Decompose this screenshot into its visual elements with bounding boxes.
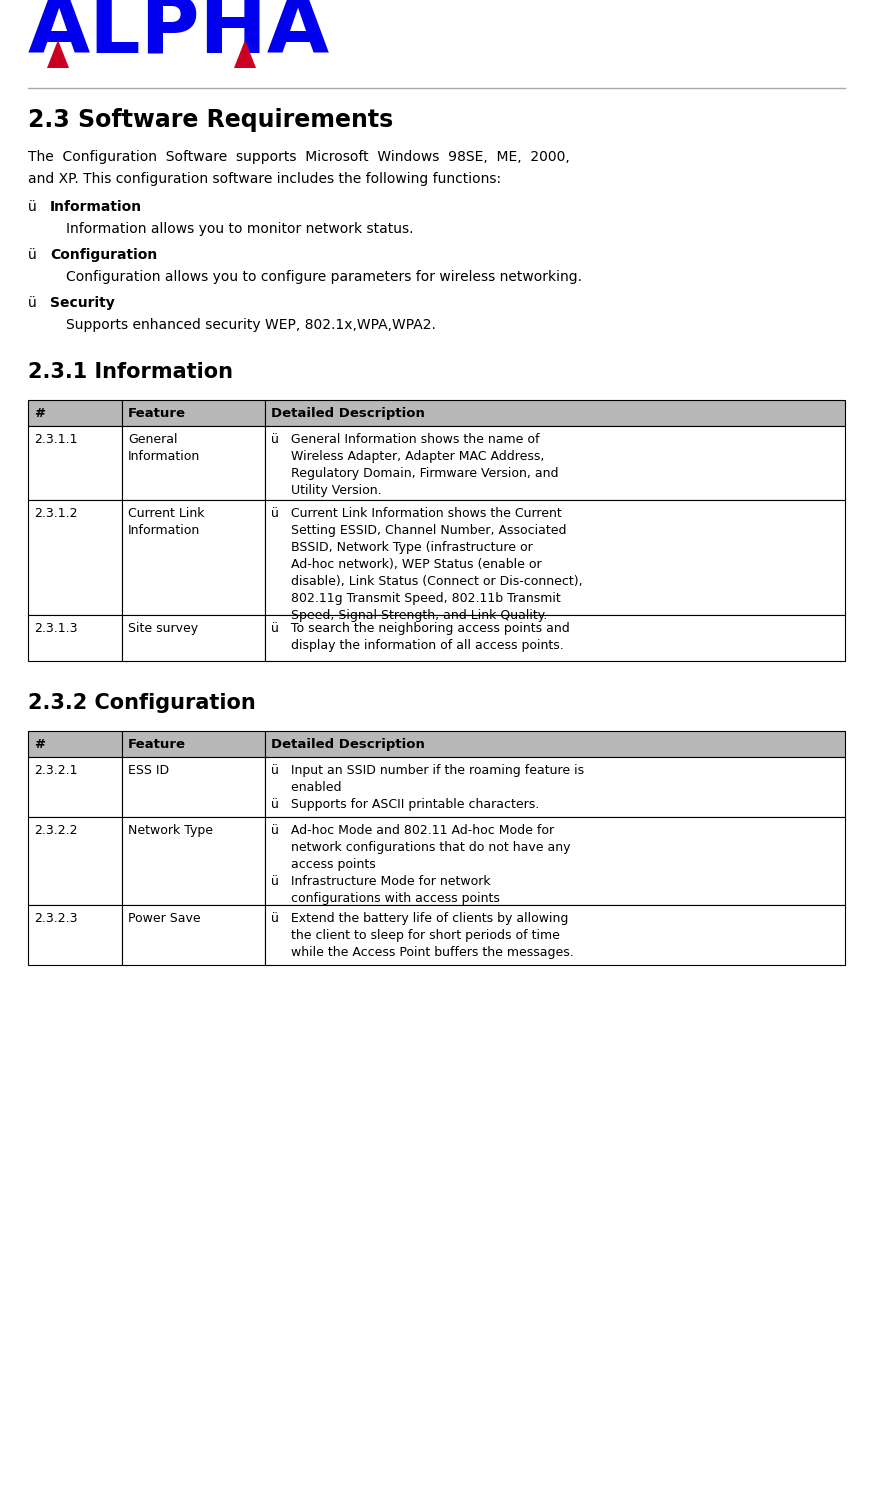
Bar xyxy=(122,615,265,662)
Text: Feature: Feature xyxy=(128,407,186,421)
Text: ü: ü xyxy=(28,247,37,262)
Text: Detailed Description: Detailed Description xyxy=(271,407,425,421)
Text: 2.3.2 Configuration: 2.3.2 Configuration xyxy=(28,694,256,713)
Bar xyxy=(122,905,265,965)
Bar xyxy=(265,400,845,425)
Polygon shape xyxy=(47,41,69,68)
Text: #: # xyxy=(34,739,45,751)
Text: ü   Extend the battery life of clients by allowing
     the client to sleep for : ü Extend the battery life of clients by … xyxy=(271,912,574,959)
Text: Security: Security xyxy=(50,296,114,311)
Text: #: # xyxy=(34,407,45,421)
Text: ü   Current Link Information shows the Current
     Setting ESSID, Channel Numbe: ü Current Link Information shows the Cur… xyxy=(271,507,582,621)
Bar xyxy=(122,731,265,757)
Text: 2.3.1.2: 2.3.1.2 xyxy=(34,507,78,520)
Text: 2.3.1 Information: 2.3.1 Information xyxy=(28,362,233,382)
Bar xyxy=(28,615,122,662)
Bar xyxy=(28,425,122,499)
Text: 2.3.2.3: 2.3.2.3 xyxy=(34,912,78,924)
Bar xyxy=(122,757,265,817)
Text: ESS ID: ESS ID xyxy=(128,765,169,777)
Bar xyxy=(28,400,122,425)
Bar xyxy=(28,499,122,615)
Text: Information allows you to monitor network status.: Information allows you to monitor networ… xyxy=(66,222,414,235)
Text: ü: ü xyxy=(28,296,37,311)
Bar xyxy=(122,400,265,425)
Text: Network Type: Network Type xyxy=(128,825,213,837)
Text: Feature: Feature xyxy=(128,739,186,751)
Text: Detailed Description: Detailed Description xyxy=(271,739,425,751)
Text: 2.3 Software Requirements: 2.3 Software Requirements xyxy=(28,109,393,133)
Bar xyxy=(265,615,845,662)
Text: ü   General Information shows the name of
     Wireless Adapter, Adapter MAC Add: ü General Information shows the name of … xyxy=(271,433,559,498)
Bar xyxy=(122,425,265,499)
Text: Power Save: Power Save xyxy=(128,912,201,924)
Bar xyxy=(265,817,845,905)
Bar xyxy=(28,817,122,905)
Text: ALPHA: ALPHA xyxy=(28,0,330,69)
Text: 2.3.2.2: 2.3.2.2 xyxy=(34,825,78,837)
Bar xyxy=(265,757,845,817)
Bar xyxy=(28,905,122,965)
Bar xyxy=(122,817,265,905)
Bar xyxy=(265,499,845,615)
Polygon shape xyxy=(234,41,256,68)
Text: ü   Ad-hoc Mode and 802.11 Ad-hoc Mode for
     network configurations that do n: ü Ad-hoc Mode and 802.11 Ad-hoc Mode for… xyxy=(271,825,570,905)
Bar xyxy=(265,905,845,965)
Bar xyxy=(265,425,845,499)
Bar xyxy=(265,731,845,757)
Text: Site survey: Site survey xyxy=(128,623,198,635)
Text: Configuration allows you to configure parameters for wireless networking.: Configuration allows you to configure pa… xyxy=(66,270,582,284)
Text: ü   Input an SSID number if the roaming feature is
     enabled
ü   Supports for: ü Input an SSID number if the roaming fe… xyxy=(271,765,584,811)
Bar xyxy=(122,499,265,615)
Text: ü   To search the neighboring access points and
     display the information of : ü To search the neighboring access point… xyxy=(271,623,570,653)
Text: ü: ü xyxy=(28,201,37,214)
Text: Supports enhanced security WEP, 802.1x,WPA,WPA2.: Supports enhanced security WEP, 802.1x,W… xyxy=(66,318,436,332)
Text: General
Information: General Information xyxy=(128,433,200,463)
Bar xyxy=(28,731,122,757)
Text: 2.3.1.3: 2.3.1.3 xyxy=(34,623,78,635)
Text: 2.3.1.1: 2.3.1.1 xyxy=(34,433,78,446)
Text: The  Configuration  Software  supports  Microsoft  Windows  98SE,  ME,  2000,: The Configuration Software supports Micr… xyxy=(28,149,570,164)
Text: Current Link
Information: Current Link Information xyxy=(128,507,204,537)
Text: Information: Information xyxy=(50,201,142,214)
Text: 2.3.2.1: 2.3.2.1 xyxy=(34,765,78,777)
Text: Configuration: Configuration xyxy=(50,247,157,262)
Bar xyxy=(28,757,122,817)
Text: and XP. This configuration software includes the following functions:: and XP. This configuration software incl… xyxy=(28,172,501,185)
